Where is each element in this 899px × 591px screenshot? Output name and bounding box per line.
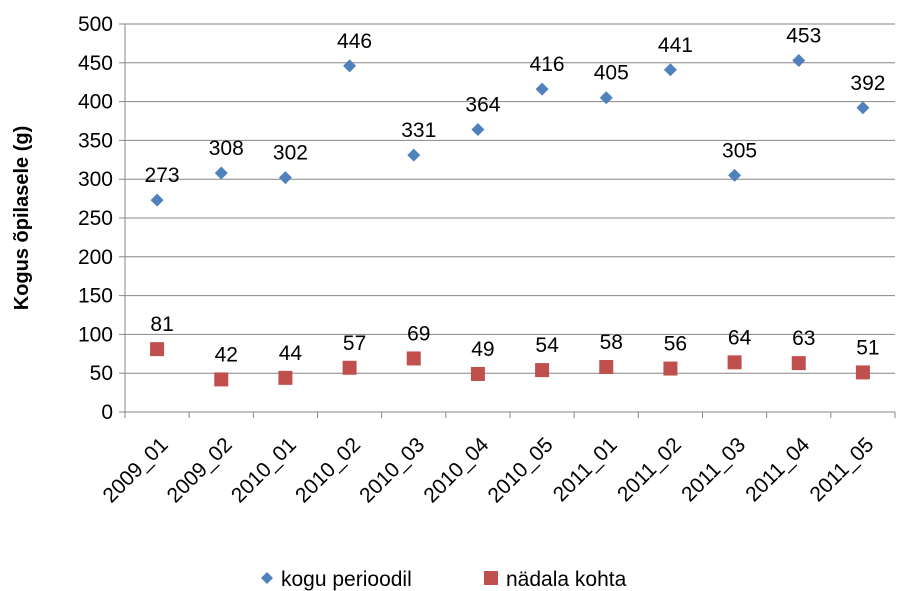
data-point-diamond	[278, 171, 292, 185]
data-label: 42	[215, 343, 238, 366]
x-tick-label: 2010_03	[355, 433, 429, 507]
y-tick-label: 450	[78, 52, 113, 75]
data-point-diamond	[728, 168, 742, 182]
data-label: 64	[728, 326, 752, 349]
y-axis-ticks: 0 50 100 150 200 250 300 350 400 450 500	[78, 13, 113, 424]
data-label: 305	[722, 139, 757, 162]
data-label: 302	[273, 142, 308, 165]
data-point-square	[663, 361, 678, 376]
y-tick-label: 150	[78, 285, 113, 308]
data-point-diamond	[535, 82, 549, 96]
data-label: 446	[337, 30, 372, 53]
x-tick-label: 2011_05	[805, 433, 878, 506]
y-tick-label: 300	[78, 168, 113, 191]
data-label: 441	[658, 34, 693, 57]
x-tick-label: 2009_01	[99, 433, 173, 507]
data-point-square	[727, 355, 742, 370]
data-point-diamond	[407, 148, 421, 162]
x-tick-label: 2011_01	[549, 433, 622, 506]
data-point-square	[214, 372, 229, 387]
y-tick-label: 400	[78, 91, 113, 114]
legend: kogu perioodil nädala kohta	[261, 568, 627, 591]
data-point-diamond	[150, 193, 164, 207]
data-label: 364	[465, 94, 500, 117]
y-tick-label: 200	[78, 246, 113, 269]
data-label: 57	[343, 332, 366, 355]
data-label: 51	[856, 336, 879, 359]
data-point-square	[599, 359, 614, 374]
data-label: 405	[594, 62, 629, 85]
data-label: 81	[150, 313, 173, 336]
data-point-diamond	[343, 59, 357, 73]
legend-label: kogu perioodil	[281, 568, 412, 591]
data-point-diamond	[471, 123, 485, 137]
axes	[119, 23, 896, 418]
data-point-diamond	[856, 101, 870, 115]
data-point-diamond	[214, 166, 228, 180]
data-point-square	[406, 351, 421, 366]
y-tick-label: 500	[78, 13, 113, 36]
data-point-square	[342, 360, 357, 375]
data-label: 308	[209, 137, 244, 160]
data-point-square	[278, 370, 293, 385]
data-label: 273	[145, 164, 180, 187]
data-point-square	[470, 366, 485, 381]
data-label: 49	[471, 338, 494, 361]
x-tick-label: 2009_02	[163, 433, 237, 507]
data-label: 54	[535, 334, 559, 357]
x-tick-label: 2010_01	[227, 433, 301, 507]
x-tick-label: 2010_04	[419, 433, 493, 507]
data-point-square	[855, 365, 870, 380]
data-label: 63	[792, 327, 815, 350]
x-tick-label: 2011_04	[741, 433, 814, 506]
data-label: 392	[850, 72, 885, 95]
legend-marker-square	[484, 571, 498, 585]
data-label: 44	[279, 342, 303, 365]
data-label: 56	[664, 333, 687, 356]
x-tick-label: 2011_03	[677, 433, 750, 506]
x-tick-label: 2010_02	[291, 433, 365, 507]
data-point-square	[150, 342, 165, 357]
data-point-diamond	[792, 53, 806, 67]
data-point-diamond	[663, 63, 677, 77]
data-point-square	[791, 356, 806, 371]
x-axis-ticks: 2009_012009_022010_012010_022010_032010_…	[99, 433, 879, 507]
legend-marker-diamond	[261, 572, 273, 584]
data-labels: 273 308 302 446 331 364 416 405 441 305 453 392 81 42…	[145, 24, 886, 366]
y-tick-label: 100	[78, 323, 113, 346]
y-tick-label: 50	[90, 362, 113, 385]
data-point-square	[535, 363, 550, 378]
data-label: 416	[530, 53, 565, 76]
data-label: 453	[786, 24, 821, 47]
x-tick-label: 2011_02	[613, 433, 686, 506]
y-tick-label: 350	[78, 129, 113, 152]
data-point-diamond	[599, 91, 613, 105]
x-tick-label: 2010_05	[484, 433, 558, 507]
y-tick-label: 0	[101, 401, 113, 424]
data-points	[150, 53, 870, 387]
y-tick-label: 250	[78, 207, 113, 230]
y-axis-title: Kogus õpilasele (g)	[11, 126, 33, 310]
gridlines	[125, 23, 895, 374]
data-label: 58	[600, 331, 623, 354]
legend-label: nädala kohta	[506, 568, 627, 591]
data-label: 331	[401, 119, 436, 142]
data-label: 69	[407, 322, 430, 345]
